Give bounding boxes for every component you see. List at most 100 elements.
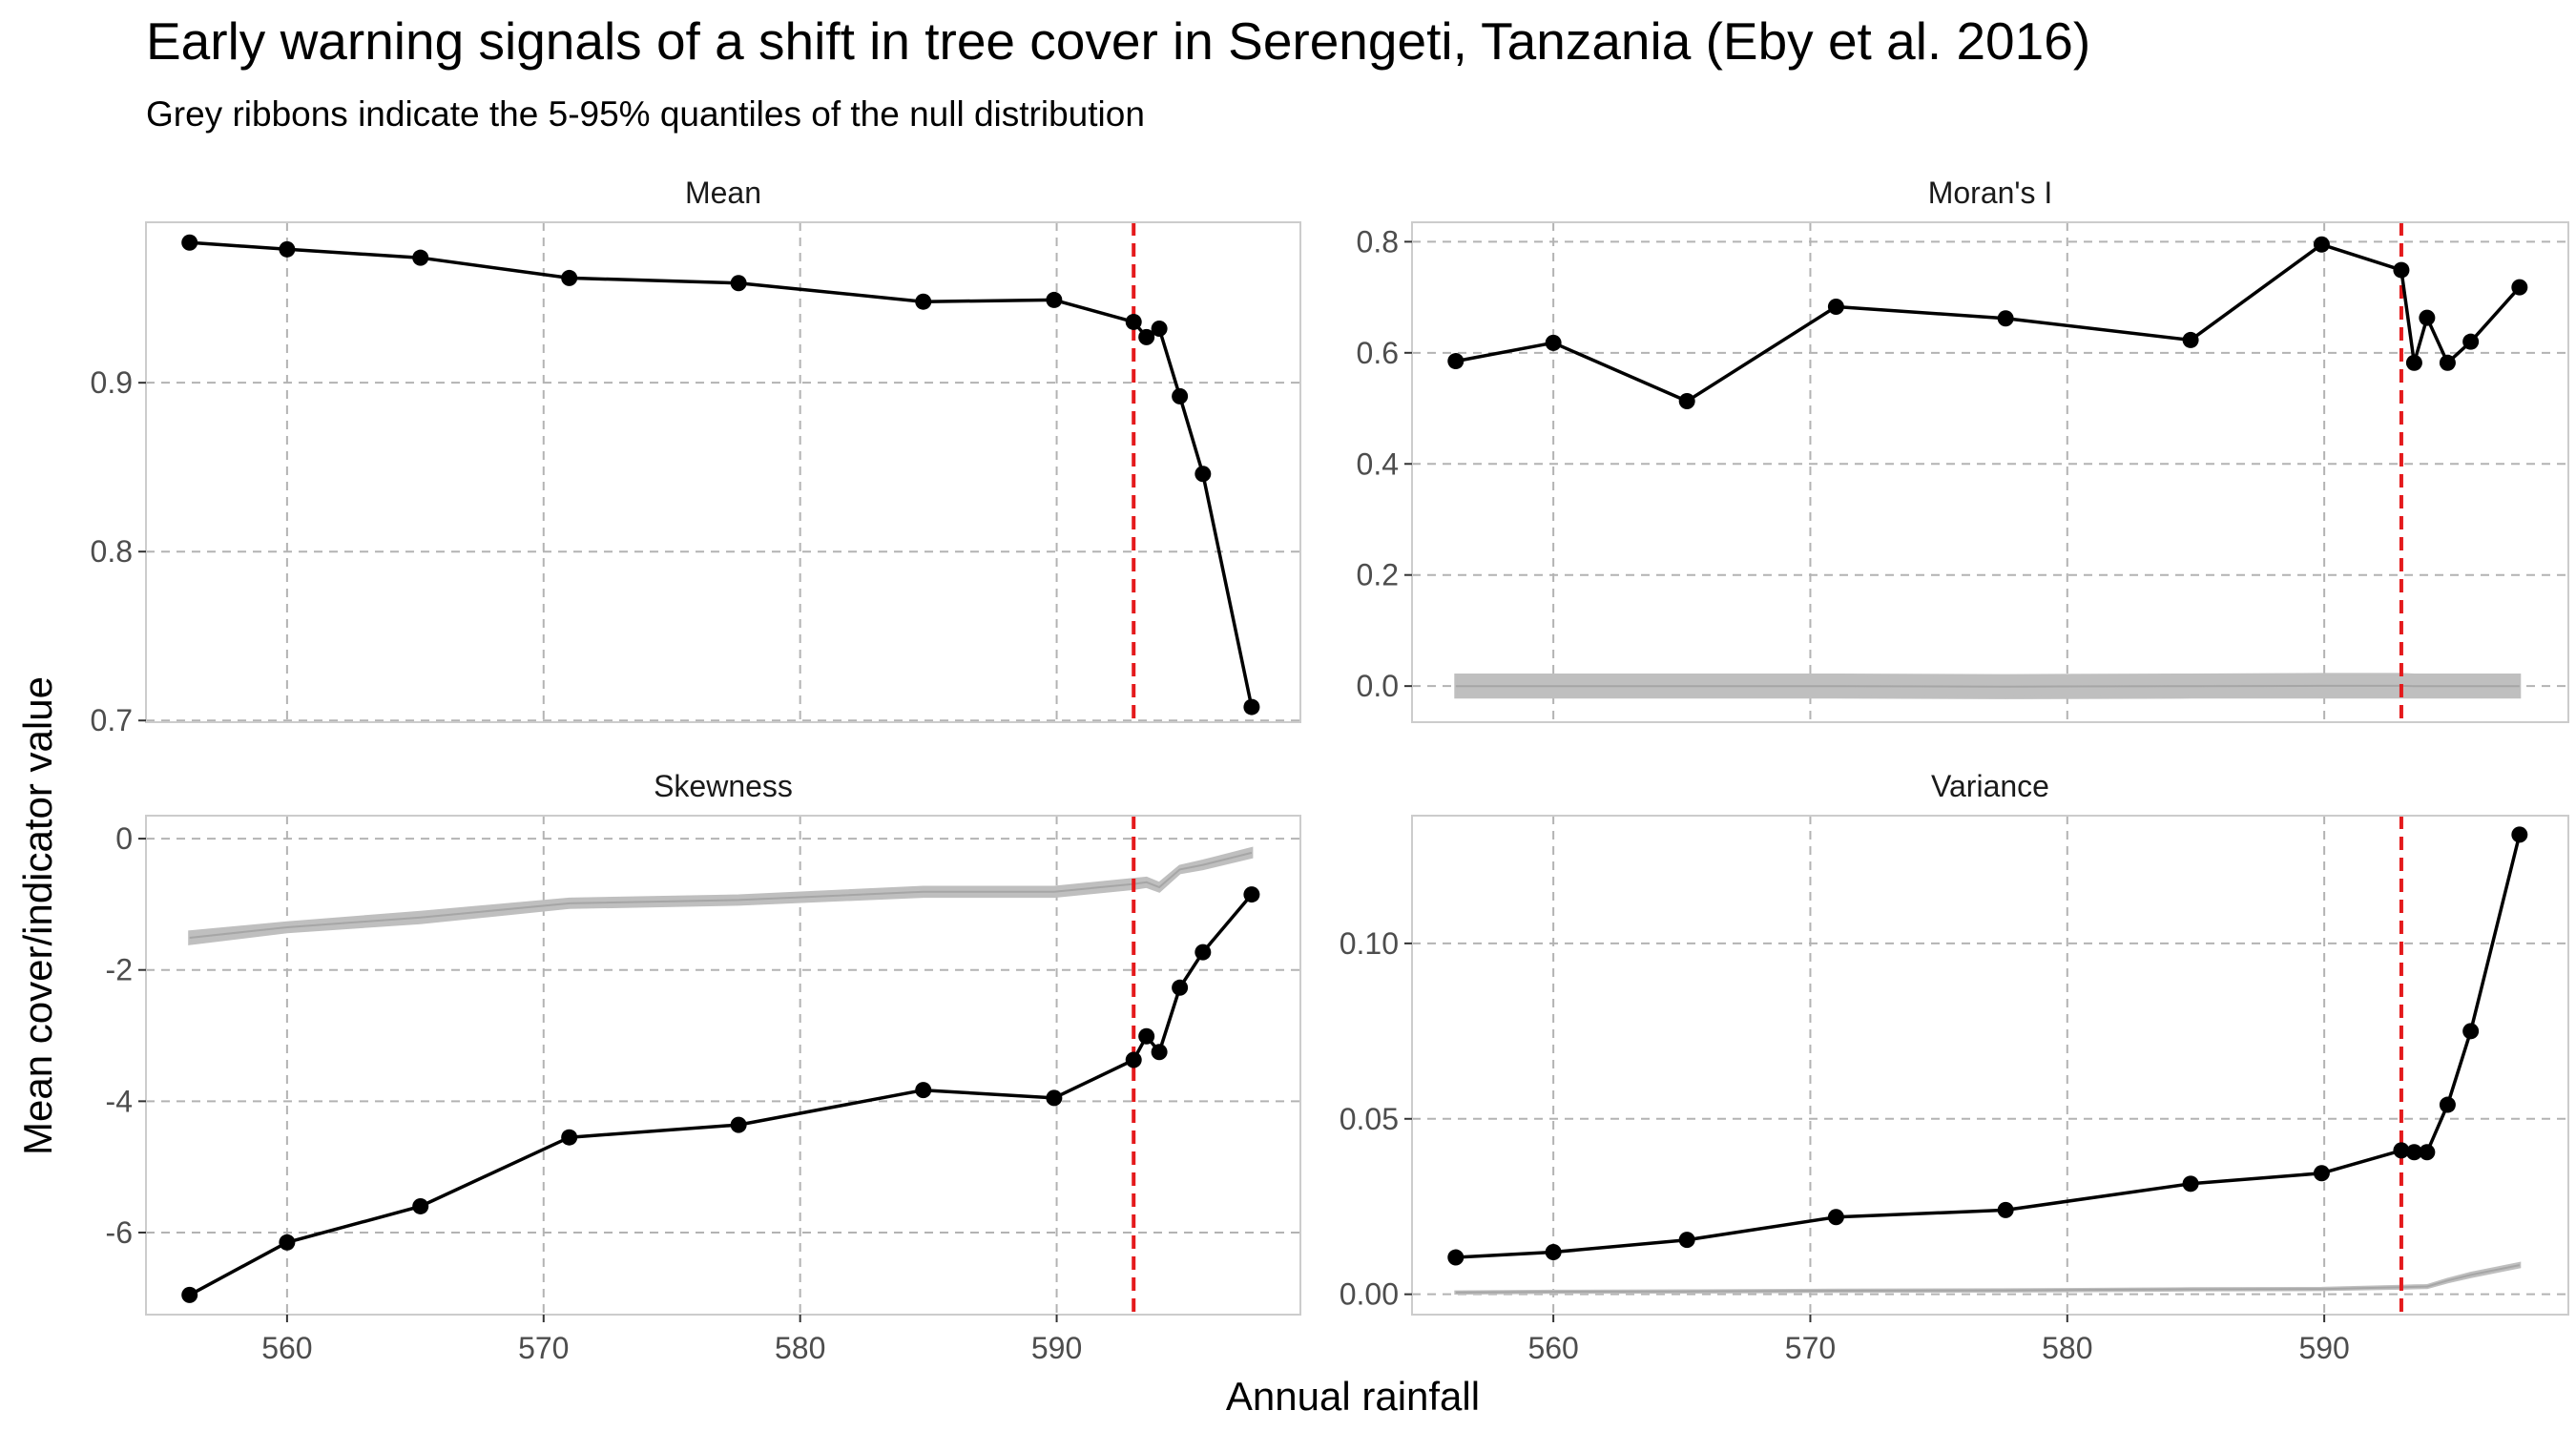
data-point-variance xyxy=(2439,1096,2456,1113)
data-point-moran-s-i xyxy=(2439,354,2456,371)
data-point-mean xyxy=(1125,313,1142,330)
data-point-moran-s-i xyxy=(2313,236,2330,253)
x-tick-label: 560 xyxy=(1527,1331,1578,1365)
y-tick-label: 0.2 xyxy=(1357,558,1399,592)
data-point-mean xyxy=(561,269,578,286)
y-tick-label: 0.00 xyxy=(1340,1277,1399,1312)
data-point-mean xyxy=(915,293,932,310)
y-tick-label: 0.0 xyxy=(1357,669,1399,703)
data-point-mean xyxy=(1195,466,1212,483)
y-tick-label: -6 xyxy=(106,1215,133,1250)
data-point-skewness xyxy=(181,1286,198,1303)
x-tick-label: 570 xyxy=(518,1331,569,1365)
data-point-moran-s-i xyxy=(2182,331,2199,348)
y-tick-label: 0.10 xyxy=(1340,926,1399,961)
chart-subtitle: Grey ribbons indicate the 5-95% quantile… xyxy=(146,94,1145,134)
data-point-variance xyxy=(1678,1232,1695,1249)
data-point-moran-s-i xyxy=(2405,354,2422,371)
strip-label-skewness: Skewness xyxy=(654,769,793,803)
x-axis-label: Annual rainfall xyxy=(1226,1374,1480,1419)
data-point-moran-s-i xyxy=(1678,392,1695,409)
panel-border-moran-s-i xyxy=(1411,221,2569,723)
data-point-variance xyxy=(1545,1244,1562,1261)
strip-label-variance: Variance xyxy=(1931,769,2049,803)
data-point-skewness xyxy=(279,1234,296,1251)
data-point-skewness xyxy=(412,1197,429,1214)
data-point-skewness xyxy=(1138,1027,1155,1045)
data-point-skewness xyxy=(915,1082,932,1099)
strip-label-mean: Mean xyxy=(685,176,761,210)
y-tick-label: 0.9 xyxy=(91,365,133,400)
facet-panels: Mean 0.7 0.8 0.9 Moran's I 0.0 0.2 0.4 0.6 0.8 Ske… xyxy=(91,176,2569,1365)
data-point-moran-s-i xyxy=(1997,310,2014,327)
y-tick-label: 0.7 xyxy=(91,703,133,737)
data-point-variance xyxy=(2462,1023,2480,1040)
y-tick-label: 0.6 xyxy=(1357,336,1399,370)
null-ribbon-skewness xyxy=(188,846,1254,945)
data-point-moran-s-i xyxy=(2462,333,2480,350)
data-point-mean xyxy=(1046,291,1063,308)
x-tick-label: 560 xyxy=(261,1331,312,1365)
data-point-variance xyxy=(2313,1165,2330,1182)
panel-moran-s-i: Moran's I 0.0 0.2 0.4 0.6 0.8 xyxy=(1357,176,2569,723)
data-point-mean xyxy=(730,275,747,292)
data-point-variance xyxy=(2511,826,2528,843)
data-point-mean xyxy=(1243,698,1260,716)
y-tick-label: -2 xyxy=(106,953,133,987)
panel-variance: Variance 0.00 0.05 0.10 560 570 580 590 xyxy=(1340,769,2569,1365)
x-tick-label: 590 xyxy=(1031,1331,1082,1365)
panel-border-skewness xyxy=(145,815,1301,1316)
series-line-mean xyxy=(189,240,1254,708)
y-tick-label: 0.8 xyxy=(91,534,133,569)
panel-mean: Mean 0.7 0.8 0.9 xyxy=(91,176,1301,737)
data-point-variance xyxy=(1447,1249,1465,1266)
y-tick-label: 0.8 xyxy=(1357,224,1399,259)
strip-label-moran-s-i: Moran's I xyxy=(1928,176,2053,210)
data-point-mean xyxy=(1151,321,1168,338)
null-median-line-moran-s-i xyxy=(1455,684,2520,688)
data-point-skewness xyxy=(1151,1044,1168,1061)
data-point-skewness xyxy=(730,1116,747,1133)
x-tick-label: 580 xyxy=(775,1331,825,1365)
y-axis-label: Mean cover/indicator value xyxy=(15,676,60,1155)
data-point-variance xyxy=(2393,1142,2410,1159)
y-tick-label: 0.05 xyxy=(1340,1102,1399,1136)
panel-skewness: Skewness -6 -4 -2 0 560 570 580 590 xyxy=(106,769,1301,1365)
x-tick-label: 570 xyxy=(1785,1331,1836,1365)
data-point-skewness xyxy=(1046,1089,1063,1107)
data-point-variance xyxy=(1997,1201,2014,1218)
chart-title: Early warning signals of a shift in tree… xyxy=(146,11,2090,71)
data-point-moran-s-i xyxy=(1447,353,1465,370)
data-point-mean xyxy=(1138,328,1155,345)
data-point-mean xyxy=(412,249,429,266)
y-tick-label: 0 xyxy=(115,821,133,856)
data-point-skewness xyxy=(1125,1051,1142,1068)
data-point-skewness xyxy=(1172,979,1189,996)
data-point-mean xyxy=(279,240,296,258)
series-line-moran-s-i xyxy=(1455,242,2522,404)
y-tick-label: 0.4 xyxy=(1357,446,1399,481)
data-point-variance xyxy=(2182,1175,2199,1192)
data-point-mean xyxy=(1172,387,1189,404)
series-line-skewness xyxy=(188,893,1254,1296)
data-point-variance xyxy=(2419,1144,2436,1161)
data-point-variance xyxy=(2405,1144,2422,1161)
panel-border-variance xyxy=(1411,815,2569,1316)
data-point-moran-s-i xyxy=(2419,309,2436,326)
data-point-moran-s-i xyxy=(2511,279,2528,296)
data-point-moran-s-i xyxy=(1827,298,1844,315)
panel-border-mean xyxy=(145,221,1301,723)
y-tick-label: -4 xyxy=(106,1084,133,1118)
data-point-variance xyxy=(1827,1209,1844,1226)
null-median-line-variance xyxy=(1455,1264,2520,1294)
null-median-line-skewness xyxy=(189,851,1253,939)
x-tick-label: 580 xyxy=(2042,1331,2092,1365)
data-point-skewness xyxy=(1195,944,1212,961)
series-line-variance xyxy=(1455,834,2522,1259)
data-point-moran-s-i xyxy=(1545,334,1562,351)
x-tick-label: 590 xyxy=(2298,1331,2349,1365)
data-point-moran-s-i xyxy=(2393,261,2410,279)
data-point-skewness xyxy=(561,1129,578,1146)
data-point-skewness xyxy=(1243,886,1260,903)
